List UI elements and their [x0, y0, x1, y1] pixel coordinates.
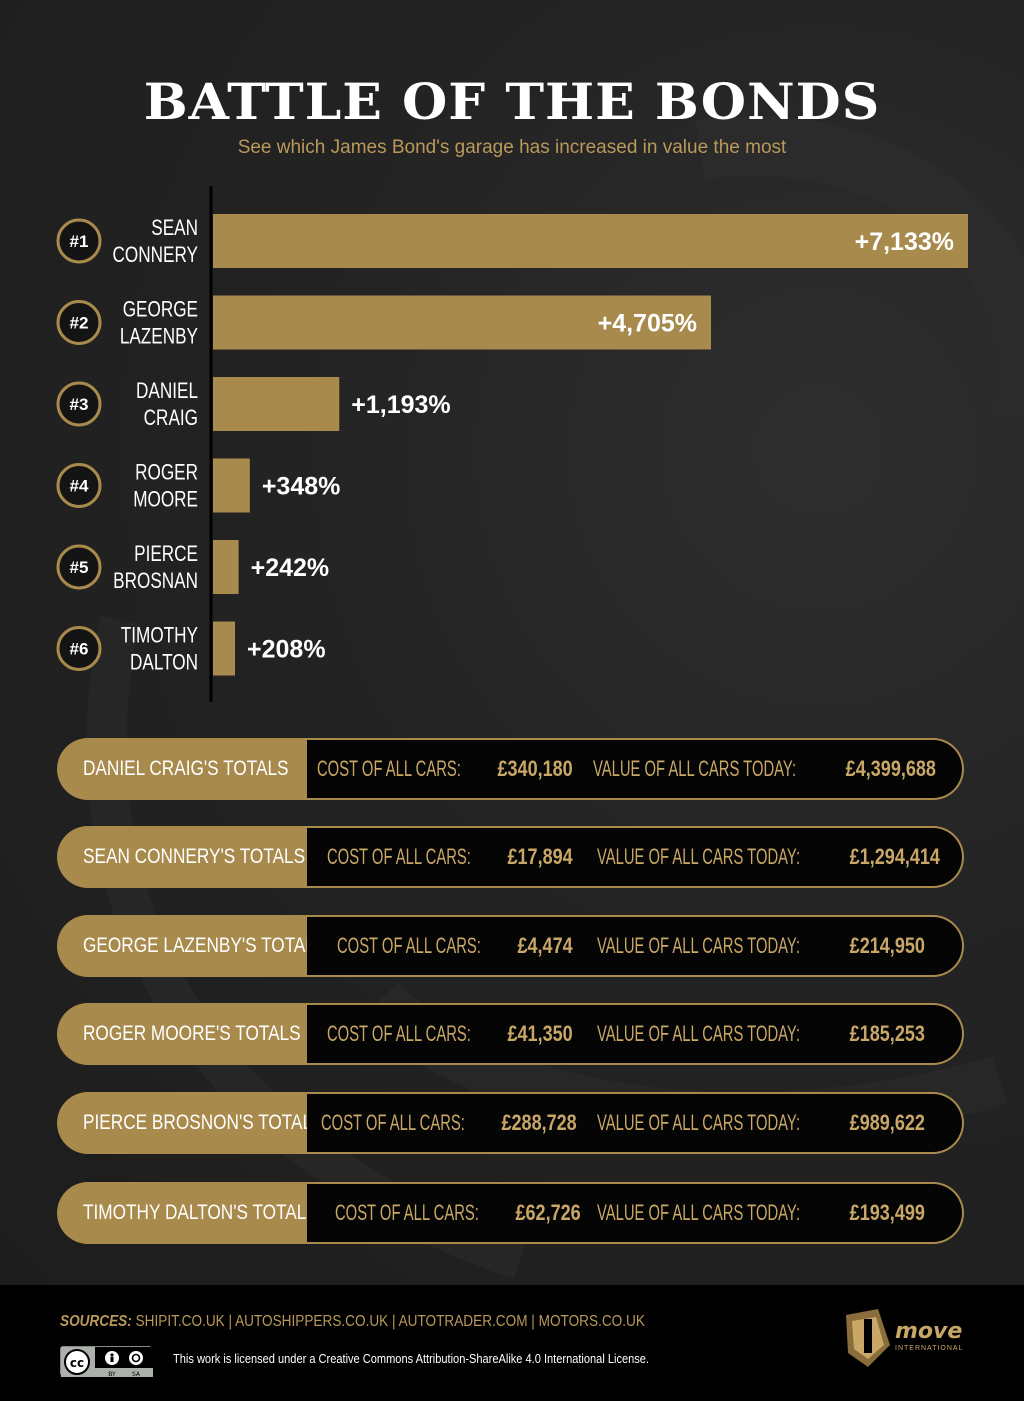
- category-label: LAZENBY: [120, 325, 198, 350]
- bar-value-label: +208%: [247, 636, 326, 664]
- rank-label: #2: [70, 314, 89, 333]
- category-label: DANIEL: [136, 379, 198, 404]
- bar: [213, 540, 239, 594]
- rank-label: #1: [70, 232, 89, 251]
- category-label: GEORGE: [123, 298, 198, 323]
- totals-row: GEORGE LAZENBY'S TOTALS COST OF ALL CARS:…: [57, 915, 964, 977]
- cost-of-all-cars: COST OF ALL CARS: £4,474: [337, 933, 573, 958]
- bar-value-label: +348%: [262, 473, 341, 501]
- svg-text:SA: SA: [132, 1371, 141, 1377]
- footer: SOURCES: SHIPIT.CO.UK | AUTOSHIPPERS.CO.…: [0, 1285, 1024, 1401]
- bar-value-label: +1,193%: [351, 391, 450, 419]
- rank-badge: [56, 626, 102, 671]
- totals-row: TIMOTHY DALTON'S TOTALS COST OF ALL CARS:…: [57, 1182, 964, 1244]
- bar-value-label: +242%: [251, 554, 330, 582]
- category-label: CONNERY: [113, 243, 198, 268]
- bar: [213, 621, 236, 676]
- svg-text:cc: cc: [70, 1356, 84, 1370]
- page-subtitle: See which James Bond's garage has increa…: [237, 137, 787, 158]
- category-label: BROSNAN: [113, 569, 198, 594]
- rank-label: #4: [70, 477, 89, 496]
- bar-value-label: +4,705%: [598, 310, 697, 338]
- bar: [213, 458, 250, 513]
- rank-badge: [56, 544, 102, 590]
- cost-of-all-cars: COST OF ALL CARS: £340,180: [317, 756, 573, 781]
- totals-label: GEORGE LAZENBY'S TOTALS: [57, 915, 326, 977]
- rank-label: #5: [70, 558, 89, 577]
- totals-row: SEAN CONNERY'S TOTALS COST OF ALL CARS: £…: [57, 826, 964, 888]
- value-of-all-cars-today: VALUE OF ALL CARS TODAY: £193,499: [597, 1200, 925, 1225]
- totals-label: SEAN CONNERY'S TOTALS: [57, 826, 309, 888]
- bar: [213, 214, 968, 268]
- license-text: This work is licensed under a Creative C…: [173, 1351, 649, 1366]
- rank-label: #6: [70, 640, 89, 659]
- sources-label: SOURCES:: [60, 1313, 132, 1330]
- totals-row: DANIEL CRAIG'S TOTALS COST OF ALL CARS: £…: [57, 738, 964, 800]
- cost-of-all-cars: COST OF ALL CARS: £288,728: [321, 1110, 577, 1135]
- category-label: ROGER: [135, 461, 198, 486]
- value-of-all-cars-today: VALUE OF ALL CARS TODAY: £214,950: [597, 933, 925, 958]
- totals-label: PIERCE BROSNON'S TOTALS: [57, 1092, 324, 1154]
- totals-body: COST OF ALL CARS: £17,894 VALUE OF ALL CA…: [307, 826, 964, 888]
- rank-badge: [56, 381, 102, 427]
- logo-text: move: [895, 1319, 963, 1344]
- cost-of-all-cars: COST OF ALL CARS: £17,894: [327, 844, 573, 869]
- rank-badge: [56, 218, 102, 264]
- cc-by-sa-badge-icon[interactable]: cc BY SA: [60, 1346, 153, 1378]
- bar-value-label: +7,133%: [855, 228, 954, 256]
- totals-body: COST OF ALL CARS: £41,350 VALUE OF ALL CA…: [307, 1003, 964, 1065]
- value-of-all-cars-today: VALUE OF ALL CARS TODAY: £989,622: [597, 1110, 925, 1135]
- page-title: BATTLE OF THE BONDS: [143, 73, 881, 132]
- category-label: MOORE: [133, 488, 198, 513]
- category-label: CRAIG: [144, 406, 198, 431]
- category-label: SEAN: [151, 216, 198, 241]
- totals-body: COST OF ALL CARS: £4,474 VALUE OF ALL CAR…: [307, 915, 964, 977]
- rank-label: #3: [70, 395, 89, 414]
- cost-of-all-cars: COST OF ALL CARS: £62,726: [335, 1200, 581, 1225]
- totals-row: PIERCE BROSNON'S TOTALS COST OF ALL CARS:…: [57, 1092, 964, 1154]
- value-of-all-cars-today: VALUE OF ALL CARS TODAY: £4,399,688: [593, 756, 936, 781]
- value-of-all-cars-today: VALUE OF ALL CARS TODAY: £1,294,414: [597, 844, 940, 869]
- sources-line: SOURCES: SHIPIT.CO.UK | AUTOSHIPPERS.CO.…: [60, 1313, 748, 1331]
- totals-row: ROGER MOORE'S TOTALS COST OF ALL CARS: £4…: [57, 1003, 964, 1065]
- totals-label: TIMOTHY DALTON'S TOTALS: [57, 1182, 318, 1244]
- logo-mark-icon: [846, 1309, 890, 1367]
- rank-badge: [56, 300, 102, 345]
- bar: [213, 295, 712, 350]
- totals-body: COST OF ALL CARS: £340,180 VALUE OF ALL C…: [307, 738, 964, 800]
- totals-label: ROGER MOORE'S TOTALS: [57, 1003, 309, 1065]
- logo-subtext: INTERNATIONAL: [895, 1345, 964, 1352]
- sources-list: SHIPIT.CO.UK | AUTOSHIPPERS.CO.UK | AUTO…: [135, 1313, 645, 1330]
- value-of-all-cars-today: VALUE OF ALL CARS TODAY: £185,253: [597, 1021, 925, 1046]
- category-label: TIMOTHY: [121, 624, 198, 649]
- totals-label: DANIEL CRAIG'S TOTALS: [57, 738, 309, 800]
- totals-body: COST OF ALL CARS: £288,728 VALUE OF ALL C…: [307, 1092, 964, 1154]
- imove-logo: [838, 1305, 898, 1380]
- category-label: DALTON: [130, 651, 198, 676]
- svg-text:BY: BY: [108, 1371, 116, 1377]
- totals-body: COST OF ALL CARS: £62,726 VALUE OF ALL CA…: [307, 1182, 964, 1244]
- category-label: PIERCE: [134, 542, 198, 567]
- cost-of-all-cars: COST OF ALL CARS: £41,350: [327, 1021, 573, 1046]
- bar: [213, 377, 340, 431]
- rank-badge: [56, 463, 102, 508]
